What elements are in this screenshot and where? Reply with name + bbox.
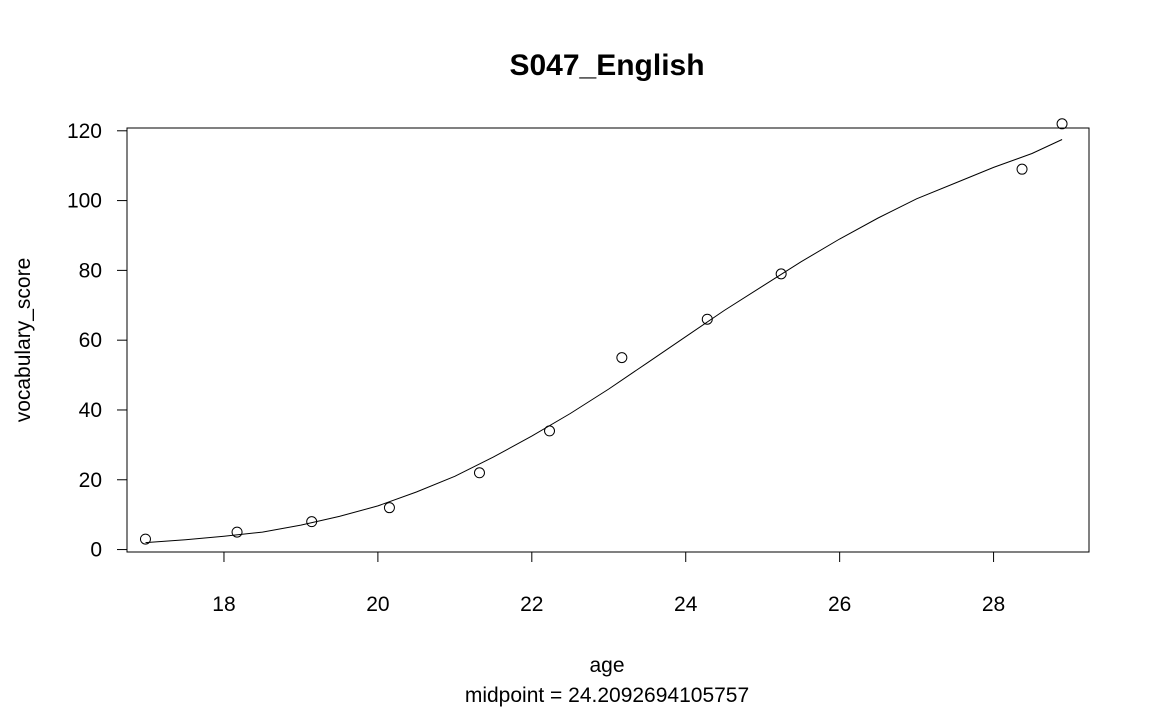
data-points bbox=[139, 118, 1068, 545]
x-tick-label: 18 bbox=[212, 593, 235, 616]
y-axis-label: vocabulary_score bbox=[12, 258, 35, 423]
data-point bbox=[139, 533, 151, 545]
chart-title: S047_English bbox=[509, 49, 704, 82]
x-tick-label: 26 bbox=[828, 593, 851, 616]
x-tick-label: 28 bbox=[982, 593, 1005, 616]
y-tick-label: 120 bbox=[67, 120, 102, 143]
y-tick-label: 60 bbox=[79, 329, 102, 352]
x-tick-label: 22 bbox=[520, 593, 543, 616]
chart-subtitle: midpoint = 24.2092694105757 bbox=[465, 684, 749, 707]
y-tick-label: 20 bbox=[79, 469, 102, 492]
y-tick-label: 0 bbox=[90, 539, 102, 562]
x-axis-label: age bbox=[589, 654, 624, 677]
x-axis: 18 20 22 24 26 28 bbox=[212, 551, 1005, 616]
data-point bbox=[306, 516, 318, 528]
data-point bbox=[544, 425, 556, 437]
fit-curve bbox=[145, 139, 1063, 544]
y-tick-label: 80 bbox=[79, 259, 102, 282]
y-tick-label: 40 bbox=[79, 399, 102, 422]
x-tick-label: 20 bbox=[366, 593, 389, 616]
y-tick-label: 100 bbox=[67, 190, 102, 213]
plot-frame bbox=[126, 127, 1090, 553]
data-point bbox=[775, 268, 787, 280]
data-point bbox=[616, 352, 628, 364]
y-axis: 0 20 40 60 80 100 120 bbox=[67, 120, 128, 562]
data-point bbox=[701, 313, 713, 325]
data-point bbox=[231, 526, 243, 538]
data-point bbox=[1056, 118, 1068, 130]
data-point bbox=[1016, 163, 1028, 175]
data-point bbox=[383, 502, 395, 514]
data-point bbox=[473, 467, 485, 479]
x-tick-label: 24 bbox=[674, 593, 698, 616]
